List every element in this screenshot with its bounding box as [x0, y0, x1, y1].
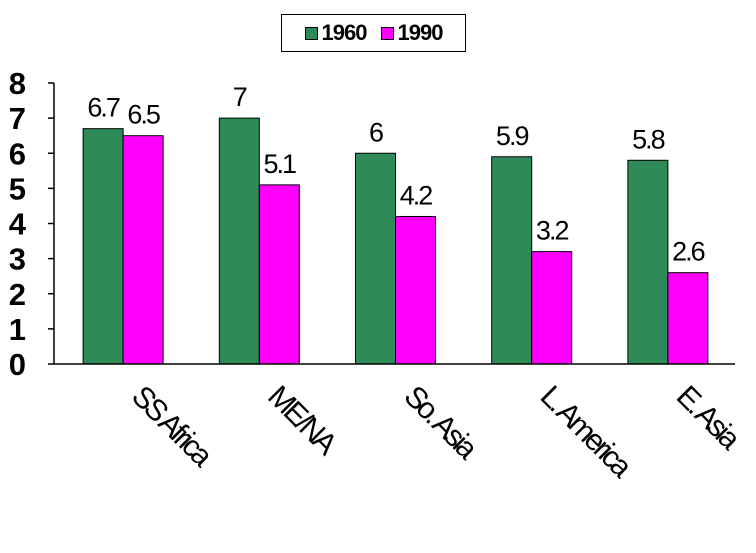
y-tick-label: 1	[9, 312, 26, 347]
bars	[82, 117, 709, 365]
legend-label-1960: 1960	[321, 20, 368, 45]
x-tick-label-3: L. America	[534, 380, 639, 485]
y-tick-label: 5	[9, 171, 26, 206]
bar-1960-1	[218, 117, 260, 365]
y-tick-label: 8	[9, 66, 26, 101]
data-label-1960-2: 6	[369, 117, 383, 147]
data-label-1990-0: 6.5	[127, 100, 160, 130]
legend-swatch-1960	[304, 26, 318, 40]
bar-1990-4	[667, 272, 709, 365]
data-label-1990-3: 3.2	[536, 216, 569, 246]
y-tick-label: 2	[9, 277, 26, 312]
data-label-1960-1: 7	[233, 82, 247, 112]
y-tick-label: 0	[9, 347, 26, 382]
bar-1990-2	[395, 215, 436, 365]
data-label-1960-0: 6.7	[87, 93, 120, 123]
x-axis-labels: SS Africa ME/NA So. Asia L. America E. Asia	[125, 380, 747, 485]
y-tick-label: 7	[9, 101, 26, 136]
legend: 1960 1990	[281, 14, 466, 52]
bar-1960-4	[627, 159, 669, 365]
y-tick-label: 4	[9, 207, 27, 242]
x-tick-label-0: SS Africa	[125, 380, 219, 474]
bar-1960-2	[355, 152, 396, 365]
bar-1990-0	[122, 135, 164, 365]
y-tick-label: 3	[9, 242, 26, 277]
y-tick-label: 6	[9, 136, 26, 171]
x-tick-label-2: So. Asia	[398, 380, 485, 467]
bar-1990-1	[258, 184, 300, 365]
data-label-1990-4: 2.6	[672, 237, 705, 267]
legend-item-1990: 1990	[380, 20, 444, 46]
legend-label-1990: 1990	[397, 20, 444, 45]
bar-1990-3	[531, 251, 573, 365]
legend-item-1960: 1960	[304, 20, 368, 46]
x-tick-label-4: E. Asia	[670, 380, 747, 457]
data-label-1990-2: 4.2	[400, 180, 433, 210]
bar-1960-3	[491, 156, 533, 365]
data-label-1960-4: 5.8	[632, 124, 665, 154]
bar-1960-0	[82, 128, 124, 365]
x-tick-label-1: ME/NA	[261, 380, 343, 462]
data-label-1990-1: 5.1	[264, 149, 297, 179]
data-labels: 6.7 6.5 7 5.1 6 4.2 5.9 3.2 5.8 2.6	[87, 82, 706, 267]
legend-swatch-1990	[380, 26, 394, 40]
data-label-1960-3: 5.9	[496, 121, 529, 151]
